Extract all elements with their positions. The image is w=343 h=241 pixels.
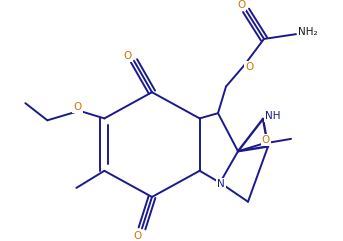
Text: NH₂: NH₂ [298, 27, 318, 37]
Text: O: O [245, 62, 253, 73]
Text: NH: NH [265, 111, 281, 121]
Text: N: N [217, 179, 225, 189]
Text: O: O [262, 135, 270, 145]
Text: O: O [133, 231, 141, 241]
Text: O: O [73, 102, 82, 112]
Text: O: O [237, 0, 245, 10]
Text: O: O [124, 51, 132, 61]
